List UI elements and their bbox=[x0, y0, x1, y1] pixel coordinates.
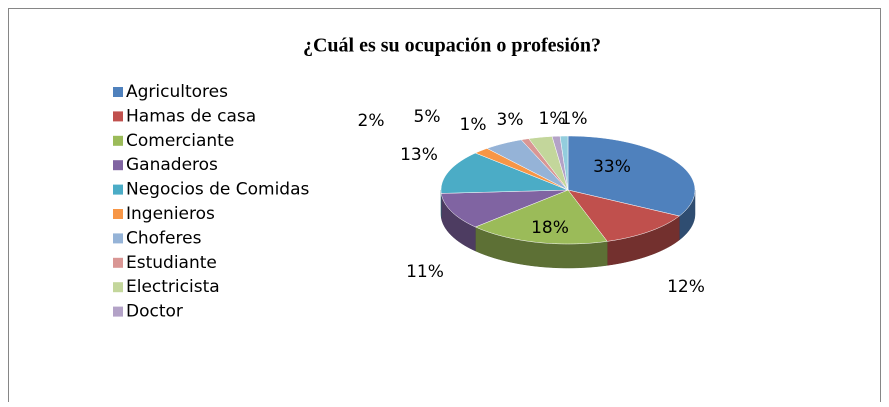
legend-swatch bbox=[113, 160, 123, 170]
data-label: 18% bbox=[531, 218, 569, 238]
data-label: 1% bbox=[561, 109, 588, 129]
legend-label: Agricultores bbox=[126, 82, 228, 102]
data-label: 33% bbox=[593, 157, 631, 177]
legend-swatch bbox=[113, 87, 123, 97]
legend-label: Negocios de Comidas bbox=[126, 180, 310, 200]
chart-title: ¿Cuál es su ocupación o profesión? bbox=[303, 35, 601, 57]
legend-label: Ganaderos bbox=[126, 155, 218, 175]
legend-swatch bbox=[113, 111, 123, 121]
legend-swatch bbox=[113, 282, 123, 292]
legend-swatch bbox=[113, 307, 123, 317]
legend-swatch bbox=[113, 136, 123, 146]
data-label: 13% bbox=[400, 145, 438, 165]
legend-label: Choferes bbox=[126, 228, 202, 248]
data-label: 12% bbox=[667, 277, 705, 297]
legend-label: Hamas de casa bbox=[126, 106, 256, 126]
data-label: 5% bbox=[414, 107, 441, 127]
legend-swatch bbox=[113, 233, 123, 243]
legend-swatch bbox=[113, 209, 123, 219]
legend-label: Ingenieros bbox=[126, 204, 215, 224]
legend-label: Doctor bbox=[126, 302, 183, 322]
data-label: 2% bbox=[358, 111, 385, 131]
legend-swatch bbox=[113, 258, 123, 268]
legend-label: Electricista bbox=[126, 277, 220, 297]
legend-swatch bbox=[113, 185, 123, 195]
data-label: 3% bbox=[497, 110, 524, 130]
legend-label: Comerciante bbox=[126, 131, 234, 151]
data-label: 1% bbox=[460, 115, 487, 135]
legend-label: Estudiante bbox=[126, 253, 217, 273]
data-label: 11% bbox=[406, 262, 444, 282]
